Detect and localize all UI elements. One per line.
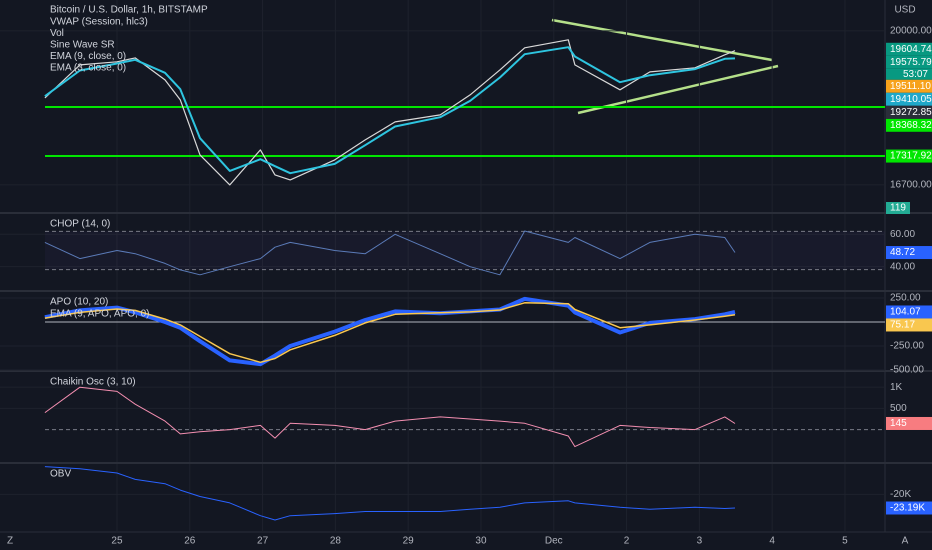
series-line bbox=[44, 386, 736, 448]
y-tick-label: 16700.00 bbox=[890, 180, 932, 191]
legend-entry: Vol bbox=[50, 28, 64, 39]
x-tick-label: 25 bbox=[111, 536, 123, 547]
price-badge-label: 19410.05 bbox=[890, 94, 932, 105]
y-tick-label: 20000.00 bbox=[890, 25, 932, 36]
volume-badge-label: 119 bbox=[890, 203, 906, 214]
countdown-badge bbox=[886, 68, 932, 80]
x-tick-label: 27 bbox=[257, 536, 269, 547]
x-tick-label: 4 bbox=[769, 536, 775, 547]
price-badge-label: 145 bbox=[890, 418, 907, 429]
triangle-upper bbox=[551, 18, 773, 62]
legend-entry: EMA (3, close, 0) bbox=[50, 63, 126, 74]
pane-title: CHOP (14, 0) bbox=[50, 219, 110, 230]
price-badge-label: 75.17 bbox=[890, 320, 915, 331]
x-tick-label: Dec bbox=[545, 536, 563, 547]
pane-title: OBV bbox=[50, 469, 71, 480]
x-tick-label: 2 bbox=[624, 536, 630, 547]
price-badge bbox=[886, 42, 932, 56]
auto-button[interactable]: A bbox=[902, 536, 909, 547]
pane-title: APO (10, 20) bbox=[50, 297, 108, 308]
y-tick-label: -500.00 bbox=[890, 365, 924, 376]
legend-entry: EMA (9, APO, APO, 0) bbox=[50, 309, 149, 320]
price-badge bbox=[886, 318, 932, 332]
price-badge-label: -23.19K bbox=[890, 503, 925, 514]
x-tick-label: 3 bbox=[697, 536, 703, 547]
y-tick-label: 1K bbox=[890, 382, 903, 393]
price-badge bbox=[886, 416, 932, 430]
price-badge bbox=[886, 105, 932, 119]
price-badge-label: 17317.92 bbox=[890, 151, 932, 162]
series-line bbox=[44, 302, 736, 364]
volume-badge bbox=[886, 202, 910, 214]
x-tick-label: 26 bbox=[184, 536, 196, 547]
y-tick-label: -250.00 bbox=[890, 341, 924, 352]
series-line bbox=[44, 46, 736, 175]
pane-title: Chaikin Osc (3, 10) bbox=[50, 377, 136, 388]
x-tick-label: 5 bbox=[842, 536, 848, 547]
legend-entry: VWAP (Session, hlc3) bbox=[50, 17, 148, 28]
price-badge bbox=[886, 79, 932, 93]
series-line bbox=[44, 466, 736, 521]
legend-entry: EMA (9, close, 0) bbox=[50, 51, 126, 62]
y-tick-label: 250.00 bbox=[890, 293, 921, 304]
currency: USD bbox=[894, 5, 915, 16]
x-tick-label: 30 bbox=[475, 536, 487, 547]
zoom-button[interactable]: Z bbox=[7, 536, 13, 547]
countdown-label: 53:07 bbox=[903, 69, 928, 80]
triangle-lower bbox=[577, 64, 779, 115]
price-badge-label: 19604.74 bbox=[890, 44, 932, 55]
band-fill bbox=[45, 231, 885, 270]
y-tick-label: 500 bbox=[890, 403, 907, 414]
price-badge-label: 48.72 bbox=[890, 247, 915, 258]
series-line bbox=[44, 39, 736, 186]
y-tick-label: 40.00 bbox=[890, 261, 915, 272]
legend-entry: Sine Wave SR bbox=[50, 40, 115, 51]
price-badge-label: 19272.85 bbox=[890, 107, 932, 118]
price-badge bbox=[886, 501, 932, 515]
series-line bbox=[44, 296, 736, 367]
price-badge-label: 18368.32 bbox=[890, 120, 932, 131]
price-badge bbox=[886, 92, 932, 106]
y-tick-label: -20K bbox=[890, 489, 911, 500]
x-tick-label: 28 bbox=[330, 536, 342, 547]
pane-title: Bitcoin / U.S. Dollar, 1h, BITSTAMP bbox=[50, 5, 208, 16]
price-badge-label: 104.07 bbox=[890, 307, 921, 318]
price-badge bbox=[886, 149, 932, 163]
price-badge-label: 19575.79 bbox=[890, 57, 932, 68]
x-tick-label: 29 bbox=[403, 536, 415, 547]
series-line bbox=[44, 230, 736, 276]
price-badge bbox=[886, 55, 932, 69]
price-badge bbox=[886, 246, 932, 260]
price-badge-label: 19511.10 bbox=[890, 81, 931, 92]
price-badge bbox=[886, 118, 932, 132]
price-badge bbox=[886, 305, 932, 319]
y-tick-label: 60.00 bbox=[890, 229, 915, 240]
